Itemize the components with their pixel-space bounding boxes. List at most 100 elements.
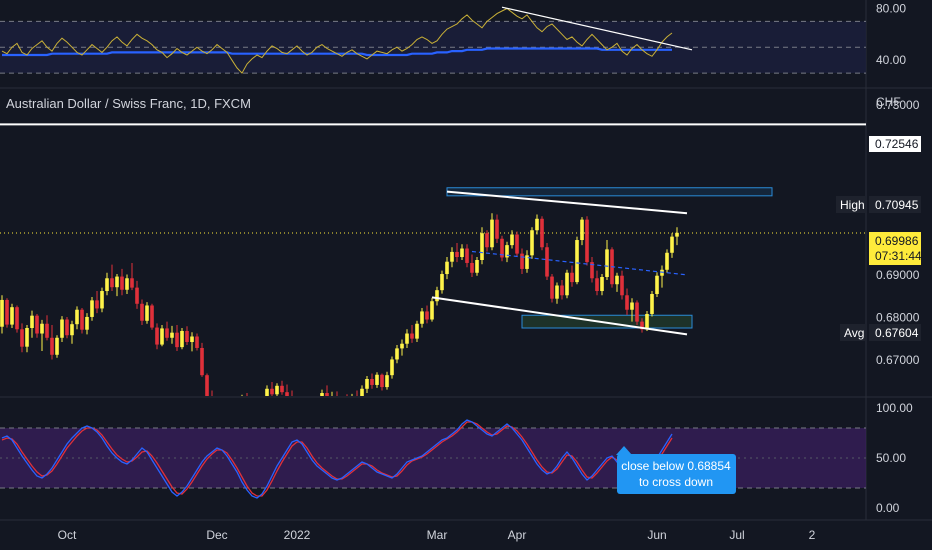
- candle-body: [160, 328, 164, 345]
- candle-body: [470, 262, 474, 273]
- time-tick-label: Oct: [58, 528, 77, 542]
- candle-body: [55, 337, 59, 355]
- hline-price-tag: 0.72546: [869, 136, 921, 152]
- callout-note[interactable]: close below 0.68854 to cross down: [616, 446, 736, 494]
- candle-body: [590, 262, 594, 279]
- candle-body: [405, 333, 409, 344]
- candle-body: [130, 278, 134, 288]
- candle-body: [325, 393, 329, 396]
- candle-body: [5, 299, 9, 325]
- candle-body: [370, 379, 374, 385]
- currency-label: CHF: [876, 95, 901, 109]
- candle-body: [170, 332, 174, 338]
- candle-body: [585, 219, 589, 263]
- candle-body: [195, 336, 199, 348]
- candle-body: [595, 278, 599, 292]
- candle-body: [25, 328, 29, 347]
- candle-body: [450, 251, 454, 262]
- high-label: High: [840, 198, 865, 212]
- candle-body: [15, 307, 19, 330]
- candle-body: [510, 234, 514, 246]
- price-panel: [0, 123, 866, 396]
- rsi-line: [1, 7, 673, 74]
- candle-body: [505, 245, 509, 258]
- candle-body: [65, 319, 69, 336]
- candles-group: [0, 123, 866, 396]
- candle-body: [515, 234, 519, 254]
- candle-body: [110, 278, 114, 288]
- candle-body: [360, 388, 364, 396]
- candle-body: [455, 251, 459, 258]
- axes: 80.0040.000.730000.720000.690000.680000.…: [58, 1, 920, 542]
- rsi-panel: [0, 6, 866, 74]
- candle-body: [540, 218, 544, 248]
- candle-body: [150, 305, 154, 328]
- candle-body: [105, 278, 109, 292]
- candle-body: [535, 218, 539, 231]
- candle-body: [630, 302, 634, 310]
- candle-body: [605, 249, 609, 277]
- candle-body: [525, 255, 529, 269]
- candle-body: [580, 219, 584, 241]
- candle-body: [565, 272, 569, 296]
- candle-body: [640, 321, 644, 330]
- candle-body: [655, 275, 659, 294]
- candle-body: [480, 233, 484, 260]
- candle-body: [140, 303, 144, 321]
- candle-body: [115, 276, 119, 288]
- candle-body: [385, 375, 389, 388]
- candle-body: [665, 252, 669, 270]
- candle-body: [435, 290, 439, 302]
- stoch-tick-label: 0.00: [876, 501, 900, 515]
- candle-body: [35, 315, 39, 334]
- candle-body: [185, 330, 189, 343]
- candle-body: [205, 375, 209, 396]
- candle-body: [555, 285, 559, 299]
- hline-price-value: 0.72546: [875, 137, 919, 151]
- candle-body: [285, 392, 289, 396]
- resistance-box: [446, 187, 773, 197]
- channel-mid-line: [471, 250, 688, 276]
- time-tick-label: Jul: [729, 528, 744, 542]
- candle-body: [530, 230, 534, 256]
- candle-body: [625, 295, 629, 310]
- rsi-tick-label: 80.00: [876, 1, 906, 15]
- candle-body: [495, 219, 499, 239]
- high-tag: High 0.70945: [836, 196, 921, 213]
- candle-body: [400, 343, 404, 349]
- candle-body: [430, 301, 434, 320]
- candle-body: [155, 327, 159, 345]
- time-tick-label: Mar: [427, 528, 448, 542]
- candle-body: [90, 300, 94, 317]
- rsi-tick-label: 40.00: [876, 53, 906, 67]
- candle-body: [190, 336, 194, 343]
- candle-body: [420, 311, 424, 324]
- candle-body: [45, 323, 49, 338]
- candle-body: [485, 233, 489, 248]
- candle-body: [95, 300, 99, 309]
- candle-body: [0, 299, 4, 327]
- candle-body: [30, 315, 34, 328]
- candle-body: [415, 323, 419, 339]
- stoch-panel: [0, 419, 866, 499]
- candle-body: [650, 294, 654, 314]
- time-tick-label: 2022: [284, 528, 311, 542]
- candle-body: [560, 285, 564, 296]
- support-box: [521, 314, 693, 329]
- candle-body: [635, 302, 639, 322]
- avg-value: 0.67604: [875, 326, 919, 340]
- candle-body: [20, 329, 24, 347]
- last-price-tag: 0.69986 07:31:44: [869, 232, 922, 265]
- candle-body: [520, 253, 524, 269]
- candle-body: [60, 319, 64, 338]
- candle-body: [440, 274, 444, 291]
- candle-body: [85, 316, 89, 330]
- candle-body: [545, 247, 549, 277]
- candle-body: [375, 374, 379, 385]
- candle-body: [70, 324, 74, 336]
- high-value: 0.70945: [875, 198, 919, 212]
- channel-lower-line: [431, 296, 688, 336]
- callout-pointer: [616, 446, 632, 455]
- stoch-d-line: [1, 421, 673, 497]
